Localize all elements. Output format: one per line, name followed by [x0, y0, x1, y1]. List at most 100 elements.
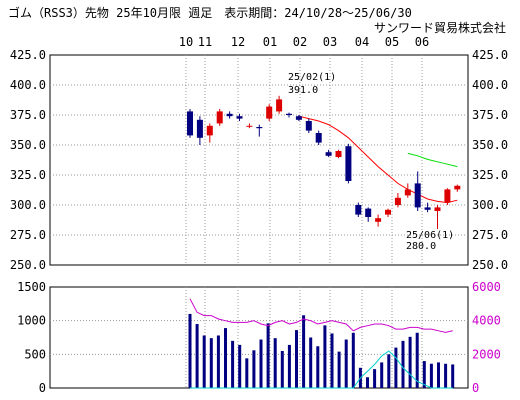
volume-bar	[273, 338, 277, 388]
y-tick-left: 250.0	[10, 258, 46, 272]
volume-bar	[408, 336, 412, 388]
volume-bar	[252, 350, 256, 388]
y-tick-right: 325.0	[472, 168, 508, 182]
volume-bar	[202, 335, 206, 388]
y-tick-right: 350.0	[472, 138, 508, 152]
y-tick-left: 375.0	[10, 108, 46, 122]
volume-bar	[216, 335, 220, 388]
y-tick-left: 275.0	[10, 228, 46, 242]
oi-tick-right: 6000	[472, 280, 501, 294]
candle-body	[256, 127, 263, 129]
volume-bar	[366, 377, 369, 388]
oi-tick-right: 0	[472, 381, 479, 395]
volume-bar	[344, 339, 348, 388]
candle-body	[315, 133, 322, 143]
oi-tick-right: 4000	[472, 314, 501, 328]
volume-bar	[309, 337, 313, 388]
volume-tick-left: 500	[24, 347, 46, 361]
candle-body	[375, 218, 382, 222]
month-label: 05	[385, 35, 399, 49]
month-label: 01	[263, 35, 277, 49]
volume-bar	[323, 325, 327, 388]
candle-body	[206, 125, 213, 136]
low-annotation-label: 25/06(1)	[406, 230, 454, 241]
y-tick-left: 350.0	[10, 138, 46, 152]
month-label: 12	[231, 35, 245, 49]
y-tick-left: 400.0	[10, 78, 46, 92]
volume-bar	[302, 315, 306, 388]
y-tick-right: 250.0	[472, 258, 508, 272]
volume-bar	[195, 324, 199, 388]
candle-body	[276, 99, 283, 112]
candle-body	[266, 106, 273, 119]
volume-bar	[337, 351, 341, 388]
low-annotation-value: 280.0	[406, 241, 436, 252]
volume-tick-left: 0	[39, 381, 46, 395]
company-name: サンワード貿易株式会社	[373, 21, 506, 35]
high-annotation-label: 25/02(1)	[288, 72, 336, 83]
candle-body	[385, 209, 391, 215]
candle-body	[434, 207, 441, 211]
month-label: 03	[323, 35, 337, 49]
volume-bar	[259, 339, 263, 388]
y-tick-left: 325.0	[10, 168, 46, 182]
volume-bar	[245, 358, 249, 388]
month-label: 04	[355, 35, 369, 49]
volume-bar	[287, 344, 291, 388]
y-tick-right: 425.0	[472, 48, 508, 62]
y-tick-left: 300.0	[10, 198, 46, 212]
volume-bar	[437, 362, 440, 388]
volume-panel-frame	[49, 286, 469, 389]
oi-tick-right: 2000	[472, 347, 501, 361]
candle-body	[236, 116, 243, 119]
candle-body	[394, 197, 401, 205]
volume-bar	[266, 323, 270, 388]
y-tick-right: 300.0	[472, 198, 508, 212]
month-label: 06	[415, 35, 429, 49]
candle-body	[345, 146, 352, 181]
volume-bar	[422, 361, 426, 388]
candle-body	[335, 151, 342, 157]
volume-bar	[231, 340, 235, 388]
candle-body	[226, 113, 233, 117]
candle-body	[414, 183, 421, 208]
candle-body	[286, 113, 292, 115]
volume-bar	[373, 369, 377, 388]
open-interest-line	[189, 298, 453, 333]
y-tick-right: 375.0	[472, 108, 508, 122]
candle-body	[355, 205, 362, 215]
volume-bar	[280, 350, 284, 388]
volume-bar	[224, 328, 227, 388]
candle-body	[295, 116, 302, 120]
ma-long-line	[407, 152, 458, 168]
y-tick-right: 275.0	[472, 228, 508, 242]
volume-bar	[380, 362, 384, 388]
volume-bar	[209, 338, 213, 388]
candle-body	[404, 189, 411, 196]
month-label: 10	[179, 35, 193, 49]
candle-body	[246, 125, 253, 127]
candle-body	[444, 189, 451, 203]
chart-title: ゴム（RSS3）先物 25年10月限 週足 表示期間：24/10/28〜25/0…	[8, 6, 412, 20]
volume-bar	[401, 340, 405, 388]
candle-body	[216, 111, 223, 124]
volume-bar	[295, 330, 298, 388]
price-panel-frame	[49, 54, 469, 266]
volume-tick-left: 1500	[17, 280, 46, 294]
volume-bar	[387, 354, 391, 388]
volume-bar	[444, 363, 448, 388]
volume-bar	[330, 333, 334, 388]
month-label: 11	[198, 35, 212, 49]
ma-short-line	[298, 115, 458, 204]
candle-body	[454, 185, 461, 190]
volume-bar	[316, 346, 320, 388]
candle-body	[424, 207, 431, 210]
month-label: 02	[293, 35, 307, 49]
volume-bar	[188, 313, 192, 388]
volume-bar	[238, 344, 242, 388]
volume-bar	[415, 332, 419, 388]
volume-bar	[429, 363, 433, 388]
candle-body	[187, 111, 193, 136]
